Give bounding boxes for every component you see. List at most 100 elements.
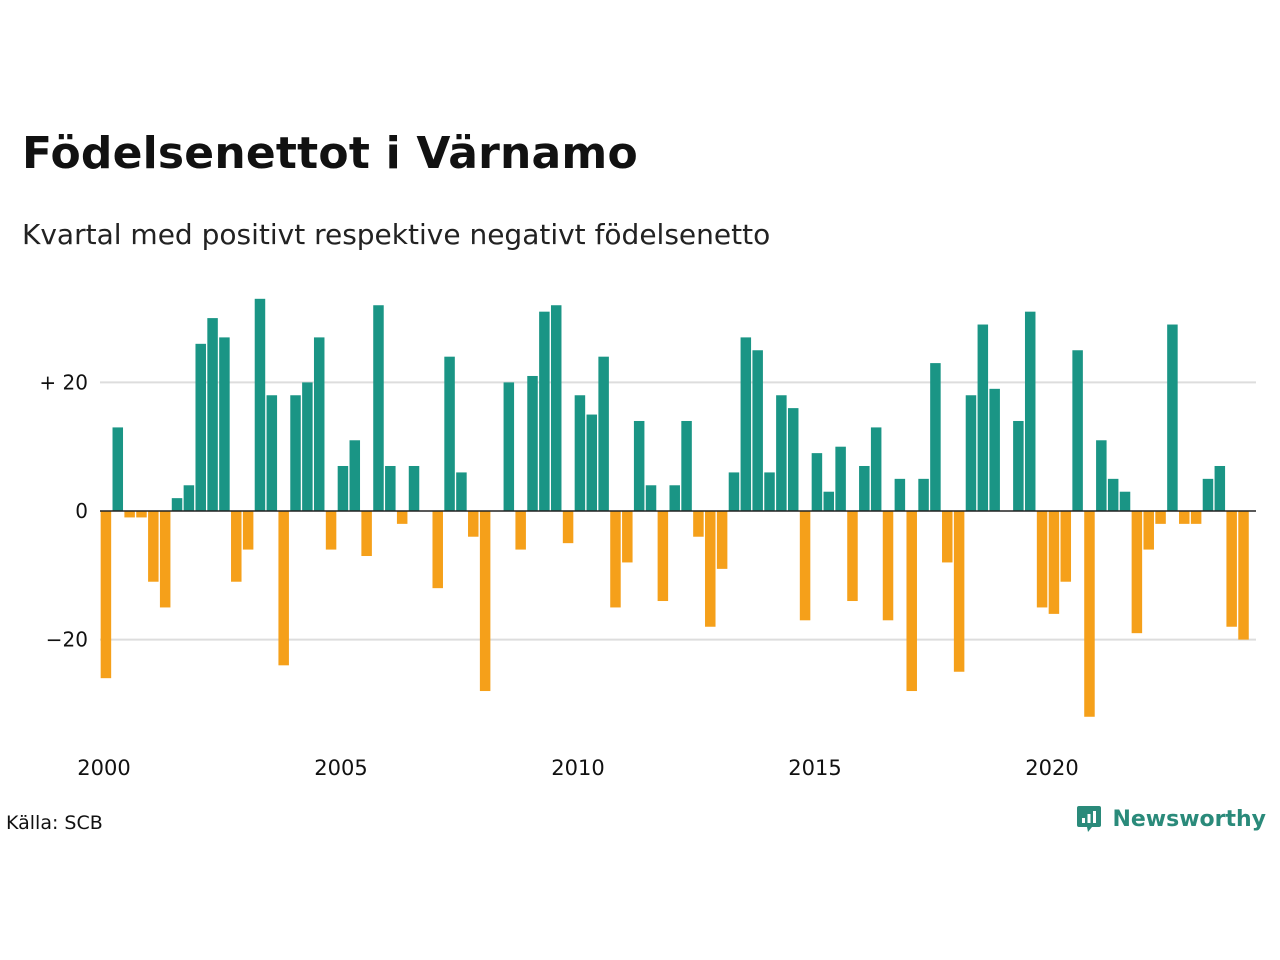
newsworthy-logo-text: Newsworthy — [1112, 806, 1266, 832]
bar-30 — [456, 472, 467, 511]
y-tick-label: −20 — [46, 628, 88, 652]
bar-10 — [219, 337, 230, 511]
bar-12 — [242, 511, 254, 550]
bar-48 — [669, 485, 680, 511]
source-note: Källa: SCB — [6, 812, 103, 834]
bar-8 — [195, 343, 206, 511]
chart-subtitle: Kvartal med positivt respektive negativt… — [22, 218, 771, 251]
bar-72 — [953, 511, 965, 672]
bar-91 — [1179, 511, 1190, 524]
bar-55 — [752, 350, 763, 511]
bar-17 — [302, 382, 313, 511]
bar-68 — [906, 511, 917, 692]
x-tick-label: 2020 — [1025, 756, 1078, 780]
bar-59 — [799, 511, 811, 621]
bar-44 — [622, 511, 633, 563]
bar-3 — [136, 511, 147, 518]
bar-82 — [1072, 350, 1083, 511]
bar-77 — [1013, 420, 1024, 511]
bar-47 — [657, 511, 669, 602]
bar-70 — [930, 363, 941, 511]
bar-67 — [894, 478, 906, 511]
chart-title: Födelsenettot i Värnamo — [22, 128, 638, 179]
bar-7 — [183, 485, 195, 511]
bar-61 — [823, 491, 835, 511]
bar-53 — [728, 472, 740, 511]
bar-75 — [989, 388, 1000, 511]
bar-49 — [681, 420, 692, 511]
bar-95 — [1226, 511, 1237, 627]
x-tick-label: 2005 — [314, 756, 367, 780]
bar-23 — [373, 305, 384, 511]
bar-13 — [254, 298, 266, 511]
bar-65 — [870, 427, 882, 511]
bar-78 — [1024, 311, 1036, 511]
bar-84 — [1096, 440, 1107, 511]
bar-88 — [1143, 511, 1154, 550]
bar-90 — [1167, 324, 1178, 511]
x-tick-label: 2015 — [788, 756, 841, 780]
x-tick-label: 2000 — [77, 756, 130, 780]
bar-32 — [479, 511, 491, 692]
x-tick-label: 2010 — [551, 756, 604, 780]
bar-56 — [764, 472, 775, 511]
newsworthy-logo: Newsworthy — [1076, 804, 1266, 834]
bar-29 — [444, 356, 455, 511]
bar-64 — [859, 465, 870, 511]
y-tick-label: 0 — [75, 499, 88, 523]
bar-4 — [148, 511, 159, 582]
bar-5 — [159, 511, 171, 608]
bar-51 — [705, 511, 716, 627]
bar-81 — [1060, 511, 1072, 582]
bar-0 — [100, 511, 112, 679]
bar-83 — [1084, 511, 1095, 717]
bars — [100, 298, 1249, 717]
bar-79 — [1036, 511, 1048, 608]
bar-35 — [515, 511, 526, 550]
bar-50 — [693, 511, 704, 537]
bar-19 — [325, 511, 337, 550]
bar-57 — [776, 395, 787, 511]
gridlines — [100, 381, 1256, 641]
bar-14 — [266, 395, 278, 511]
bar-93 — [1202, 478, 1214, 511]
bar-39 — [562, 511, 574, 544]
bar-62 — [835, 446, 846, 511]
bar-58 — [787, 408, 799, 511]
bar-43 — [610, 511, 621, 608]
bar-18 — [313, 337, 325, 511]
bar-87 — [1131, 511, 1143, 634]
bar-60 — [811, 453, 823, 511]
bar-20 — [337, 465, 349, 511]
bar-69 — [918, 478, 929, 511]
bar-38 — [550, 305, 562, 511]
bar-40 — [574, 395, 586, 511]
bar-73 — [965, 395, 977, 511]
bar-21 — [349, 440, 361, 511]
bar-42 — [598, 356, 609, 511]
axes: + 20 0 −20 2000 2005 2010 2015 2020 — [39, 370, 1256, 780]
bar-1 — [112, 427, 124, 511]
bar-26 — [408, 465, 420, 511]
bar-16 — [290, 395, 301, 511]
bar-31 — [468, 511, 479, 537]
bar-45 — [633, 420, 645, 511]
bar-34 — [503, 382, 515, 511]
bar-63 — [847, 511, 858, 602]
bar-22 — [361, 511, 372, 557]
bar-71 — [942, 511, 953, 563]
bar-9 — [207, 318, 218, 511]
bar-92 — [1190, 511, 1202, 524]
bar-66 — [882, 511, 894, 621]
bar-46 — [645, 485, 657, 511]
bar-15 — [278, 511, 289, 666]
y-tick-label: + 20 — [39, 370, 88, 394]
bar-54 — [740, 337, 752, 511]
bar-2 — [124, 511, 135, 518]
bar-37 — [539, 311, 550, 511]
bar-80 — [1048, 511, 1060, 614]
bar-36 — [527, 375, 538, 511]
bar-86 — [1119, 491, 1131, 511]
bar-28 — [432, 511, 443, 589]
bar-chart: + 20 0 −20 2000 2005 2010 2015 2020 — [39, 298, 1256, 780]
